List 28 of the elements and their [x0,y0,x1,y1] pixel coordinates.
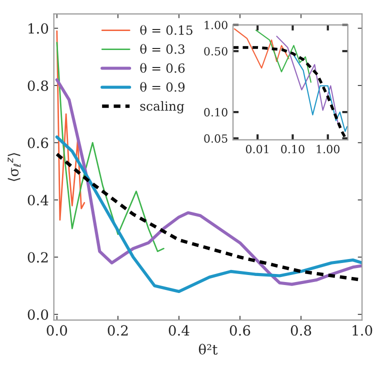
x-tick-label: 0.8 [290,325,312,336]
x-tick-label: 0.2 [108,325,128,336]
y-tick-label: 0.05 [204,134,228,143]
x-tick-label: 0.6 [230,325,250,336]
x-tick-label: 1.0 [352,325,372,336]
x-tick-label: 1.00 [316,144,340,154]
line-series [55,78,362,286]
y-tick-label: 0.0 [28,309,48,320]
y-tick-label: 0.2 [28,252,48,263]
x-tick-label: 0.01 [246,144,268,154]
line-series [56,30,86,221]
y-tick-label: 0.8 [28,80,48,91]
line-series [55,135,362,293]
y-tick-label: 0.10 [204,108,228,116]
legend-label: θ = 0.15 [140,25,192,35]
x-axis-title: θ²t [198,344,218,355]
y-axis-title: ⟨σ$_{ℓ}$$^{z}$⟩ [8,153,21,182]
legend-label: θ = 0.3 [140,44,184,54]
x-tick-label: 0.10 [281,144,304,154]
x-tick-label: 0.0 [46,325,68,336]
legend-label: scaling [140,101,184,114]
y-tick-label: 1.00 [204,20,228,30]
y-tick-label: 1.0 [28,23,48,34]
y-tick-label: 0.4 [28,194,48,206]
x-tick-label: 0.4 [168,325,190,336]
y-tick-label: 0.50 [204,47,228,56]
legend-label: θ = 0.9 [140,82,185,92]
legend-label: θ = 0.6 [140,63,185,73]
